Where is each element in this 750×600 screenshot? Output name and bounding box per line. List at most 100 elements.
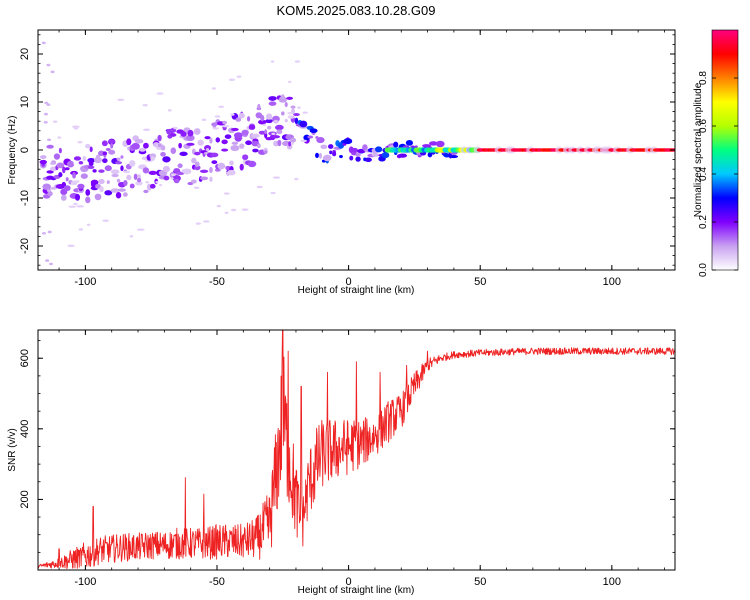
spectrogram-cell: [143, 142, 149, 149]
spectrogram-cell: [160, 145, 166, 151]
spectrogram-cell: [102, 151, 108, 156]
spectrogram-cell: [362, 144, 368, 151]
spectrogram-cell: [247, 160, 257, 168]
spectrogram-cell: [203, 220, 210, 223]
snr-x-tick-label: 0: [346, 576, 352, 588]
spectrogram-cell: [230, 144, 240, 152]
spectrogram-cell: [82, 155, 87, 161]
spectrogram-cells: [39, 41, 675, 266]
spectrogram-cell: [265, 113, 273, 120]
spectrogram-cell: [41, 41, 46, 45]
spectrogram-cell: [104, 190, 113, 196]
snr-y-ticks: 200 400 600: [19, 340, 675, 571]
spectrogram-cell: [230, 113, 235, 116]
spectrogram-cell: [204, 136, 211, 140]
spectrogram-cell: [221, 139, 228, 145]
spectrogram-cell: [203, 145, 212, 151]
spectrogram-y-tick-label: 20: [19, 48, 31, 60]
snr-x-tick-label: -100: [74, 576, 96, 588]
spectrogram-cell: [167, 109, 172, 112]
spectrogram-cell: [351, 147, 358, 153]
spectrogram-cell: [215, 137, 221, 143]
spectrogram-cell: [195, 222, 201, 225]
spectrogram-cell: [46, 144, 54, 149]
spectrogram-cell: [117, 98, 125, 101]
spectrogram-cell: [281, 111, 285, 116]
snr-x-axis-label: Height of straight line (km): [298, 585, 415, 596]
spectrogram-cell: [101, 140, 108, 147]
spectrogram-cell: [258, 119, 267, 125]
spectrogram-cell: [173, 178, 180, 184]
spectrogram-cell: [193, 186, 200, 189]
spectrogram-cell: [228, 78, 235, 81]
spectrogram-cell: [211, 160, 218, 165]
spectrogram-cell: [143, 189, 149, 194]
spectrogram-cell: [170, 173, 176, 177]
spectrogram-cell: [209, 166, 213, 174]
spectrogram-cell: [150, 156, 156, 161]
spectrogram-cell: [266, 125, 272, 130]
spectrogram-x-tick-label: 0: [346, 276, 352, 288]
spectrogram-cell: [68, 160, 74, 167]
spectrogram-cell: [212, 127, 219, 130]
spectrogram-cell: [120, 155, 124, 159]
spectrogram-cell: [209, 176, 213, 182]
spectrogram-cell: [58, 147, 62, 154]
snr-y-tick-label: 200: [19, 490, 31, 508]
spectrogram-cell: [129, 160, 136, 167]
spectrogram-cell: [329, 150, 333, 155]
spectrogram-cell: [48, 262, 53, 266]
spectrogram-cell: [242, 154, 249, 161]
spectrogram-cell: [49, 166, 58, 172]
spectrogram-x-tick-label: -50: [209, 276, 225, 288]
spectrogram-cell: [238, 112, 245, 119]
spectrogram-cell: [177, 163, 183, 169]
spectrogram-cell: [142, 104, 148, 107]
spectrogram-cell: [71, 125, 80, 128]
colorbar-tick-label: 0.6: [698, 119, 709, 133]
snr-series-line: [38, 330, 675, 570]
spectrogram-y-ticks: -20 -10 0 10 20: [19, 34, 675, 266]
spectrogram-x-tick-label: -100: [74, 276, 96, 288]
spectrogram-cell: [224, 211, 229, 215]
spectrogram-cell: [43, 120, 48, 124]
spectrogram-cell: [241, 208, 249, 211]
spectrogram-cell: [50, 70, 55, 74]
spectrogram-cell: [381, 152, 390, 159]
spectrogram-x-axis-label: Height of straight line (km): [298, 285, 415, 296]
spectrogram-cell: [191, 157, 197, 164]
spectrogram-cell: [316, 136, 325, 144]
spectrogram-cell: [163, 175, 170, 181]
spectrogram-cell: [180, 130, 187, 137]
spectrogram-cell: [355, 152, 361, 157]
spectrogram-cell: [277, 139, 282, 147]
spectrogram-cell: [142, 128, 151, 131]
spectrogram-cell: [182, 168, 192, 175]
spectrogram-cell: [90, 179, 99, 186]
spectrogram-cell: [221, 148, 229, 152]
spectrogram-cell: [271, 132, 276, 136]
spectrogram-y-tick-label: -20: [19, 238, 31, 254]
spectrogram-cell: [85, 189, 91, 196]
spectrogram-cell: [40, 155, 47, 160]
spectrogram-cell: [115, 192, 122, 199]
spectrogram-cell: [435, 140, 445, 148]
spectrogram-cell: [47, 191, 53, 197]
spectrogram-cell: [39, 159, 47, 165]
spectrogram-cell: [98, 169, 105, 173]
spectrogram-cell: [276, 129, 283, 135]
colorbar-tick-label: 0.2: [698, 215, 709, 229]
spectrogram-cell: [136, 228, 145, 231]
spectrogram-cell: [197, 139, 204, 146]
spectrogram-cell: [290, 105, 296, 109]
spectrogram-cell: [63, 185, 71, 192]
spectrogram-cell: [160, 151, 166, 157]
spectrogram-cell: [257, 143, 261, 149]
spectrogram-cell: [268, 101, 277, 106]
spectrogram-cell: [427, 152, 433, 158]
spectrogram-cell: [134, 139, 144, 144]
snr-y-axis-label: SNR (v/v): [7, 428, 18, 471]
spectrogram-cell: [315, 152, 319, 158]
spectrogram-cell: [65, 177, 69, 182]
